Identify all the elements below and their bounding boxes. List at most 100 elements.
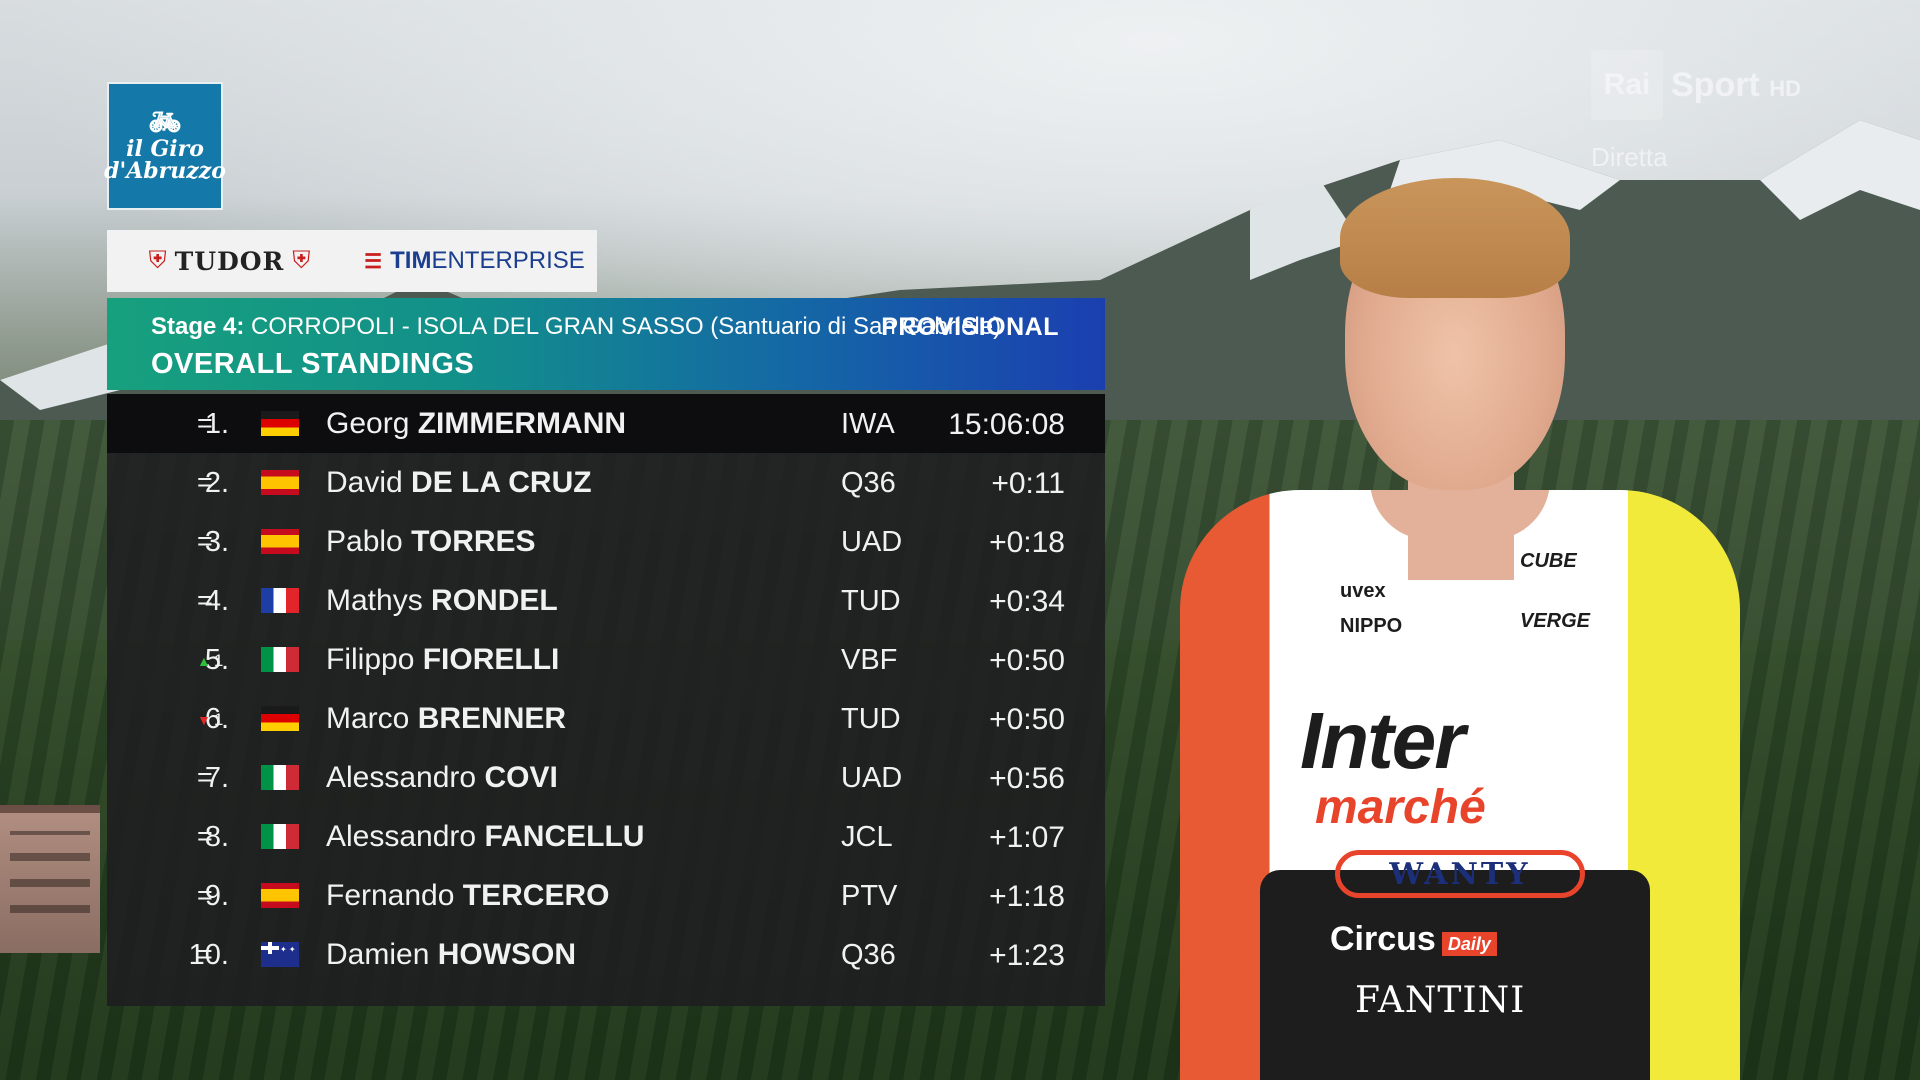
position-change-count: 1 <box>213 709 224 729</box>
table-row: 3. = Pablo TORRES UAD +0:18 <box>107 512 1105 571</box>
position-change-label: = <box>197 762 213 792</box>
event-logo: 🚲︎ il Giro d'Abruzzo <box>104 82 226 210</box>
event-logo-line1: il Giro <box>126 136 204 162</box>
rank: 4. <box>204 585 229 617</box>
arrow-up-icon: ▲ <box>197 652 211 669</box>
position-change-count: 1 <box>213 650 224 670</box>
rider-first-name: Filippo <box>326 643 415 676</box>
team-code: Q36 <box>841 467 896 499</box>
team-code: JCL <box>841 821 893 853</box>
rider-first-name: Pablo <box>326 525 403 558</box>
event-logo-line2: d'Abruzzo <box>104 158 226 184</box>
table-row: 1. = Georg ZIMMERMANN IWA 15:06:08 <box>107 394 1105 453</box>
table-row: 9. = Fernando TERCERO PTV +1:18 <box>107 866 1105 925</box>
rider-last-name: COVI <box>484 761 558 794</box>
rider-last-name: FANCELLU <box>484 820 645 853</box>
rider-name: Damien HOWSON <box>326 938 576 972</box>
team-code: TUD <box>841 703 901 735</box>
team-code: IWA <box>841 408 895 440</box>
rider-name: Pablo TORRES <box>326 525 536 559</box>
broadcaster-logo: Rai Sport HD <box>1591 50 1831 120</box>
stage-route: CORROPOLI - ISOLA DEL GRAN SASSO (Santua… <box>251 313 1002 340</box>
shield-icon: ⛨ <box>292 247 311 274</box>
rider-name: Mathys RONDEL <box>326 584 558 618</box>
rider-first-name: Marco <box>326 702 410 735</box>
arrow-down-icon: ▼ <box>197 711 211 728</box>
time: +0:50 <box>989 644 1065 677</box>
shield-icon: ⛨ <box>148 247 167 274</box>
jersey-sponsor-daily: Daily <box>1441 932 1497 956</box>
rider-first-name: Georg <box>326 407 410 440</box>
jersey-sponsor-main: Inter <box>1300 696 1465 785</box>
position-change: = <box>197 821 237 852</box>
position-change-label: = <box>197 939 213 969</box>
jersey-sponsor-fantini: FANTINI <box>1355 980 1526 1021</box>
rank: 6. <box>204 703 229 735</box>
team-code: TUD <box>841 585 901 617</box>
rider-first-name: Alessandro <box>326 761 477 794</box>
jersey-sponsor-cube: CUBE <box>1520 550 1577 572</box>
rank: 9. <box>204 880 229 912</box>
jersey-sponsor-uvex: uvex <box>1340 580 1386 602</box>
rider-last-name: TERCERO <box>462 879 610 912</box>
position-change-label: = <box>197 821 213 851</box>
rider-name: David DE LA CRUZ <box>326 466 592 500</box>
flag-italy-icon <box>261 765 299 790</box>
position-change: ▼ 1 <box>197 703 237 734</box>
sponsor-bar: ⛨ TUDOR ⛨ ☰ TIMENTERPRISE <box>107 230 597 292</box>
table-row: 7. = Alessandro COVI UAD +0:56 <box>107 748 1105 807</box>
position-change: = <box>197 880 237 911</box>
flag-spain-icon <box>261 529 299 554</box>
flag-spain-icon <box>261 883 299 908</box>
team-code: VBF <box>841 644 898 676</box>
rider-last-name: DE LA CRUZ <box>411 466 592 499</box>
live-label: Diretta <box>1591 142 1668 172</box>
rider-name: Fernando TERCERO <box>326 879 609 913</box>
rider-last-name: ZIMMERMANN <box>417 407 627 440</box>
rider-first-name: David <box>326 466 403 499</box>
rai-logo: Rai <box>1591 50 1663 120</box>
jersey-sponsor-wanty: WANTY <box>1335 850 1585 898</box>
sponsor-tim-regular: ENTERPRISE <box>431 247 585 274</box>
rider-first-name: Damien <box>326 938 430 971</box>
bicycle-icon: 🚲︎ <box>148 108 182 138</box>
sponsor-tim-bold: TIM <box>390 247 432 274</box>
time: 15:06:08 <box>948 408 1065 441</box>
position-change-label: = <box>197 467 213 497</box>
rider-name: Alessandro FANCELLU <box>326 820 644 854</box>
jersey-sponsor-verge: VERGE <box>1520 610 1591 632</box>
position-change: = <box>197 939 237 970</box>
rank: 5. <box>204 644 229 676</box>
rai-hd-label: HD <box>1769 75 1802 101</box>
rider-hair <box>1340 178 1570 298</box>
flag-italy-icon <box>261 647 299 672</box>
jersey-sponsor-nippo: NIPPO <box>1340 615 1403 637</box>
position-change: = <box>197 585 237 616</box>
rider-last-name: HOWSON <box>437 938 577 971</box>
flag-germany-icon <box>261 706 299 731</box>
stage-label: Stage 4: <box>151 313 245 340</box>
jersey-sponsor-sub: marché <box>1315 781 1486 834</box>
sponsor-tim: ☰ TIMENTERPRISE <box>352 230 597 292</box>
flag-germany-icon <box>261 411 299 436</box>
jersey-sponsor-circus: Circus Daily <box>1330 920 1497 959</box>
rider-last-name: RONDEL <box>431 584 558 617</box>
rider-name: Alessandro COVI <box>326 761 558 795</box>
rider-first-name: Fernando <box>326 879 455 912</box>
table-row: 6. ▼ 1 Marco BRENNER TUD +0:50 <box>107 689 1105 748</box>
rank: 8. <box>204 821 229 853</box>
team-code: UAD <box>841 762 903 794</box>
position-change-label: = <box>197 526 213 556</box>
rider-last-name: FIORELLI <box>422 643 560 676</box>
time: +0:11 <box>991 467 1065 500</box>
table-row: 10. = Damien HOWSON Q36 +1:23 <box>107 925 1105 984</box>
position-change: = <box>197 408 237 439</box>
time: +1:18 <box>989 880 1065 913</box>
rank: 3. <box>204 526 229 558</box>
table-row: 2. = David DE LA CRUZ Q36 +0:11 <box>107 453 1105 512</box>
position-change: ▲ 1 <box>197 644 237 675</box>
rider-first-name: Mathys <box>326 584 423 617</box>
table-row: 5. ▲ 1 Filippo FIORELLI VBF +0:50 <box>107 630 1105 689</box>
tim-logo-icon: ☰ <box>364 250 383 273</box>
rider-photo: uvex NIPPO CUBE VERGE Inter marché WANTY… <box>1160 170 1760 1080</box>
